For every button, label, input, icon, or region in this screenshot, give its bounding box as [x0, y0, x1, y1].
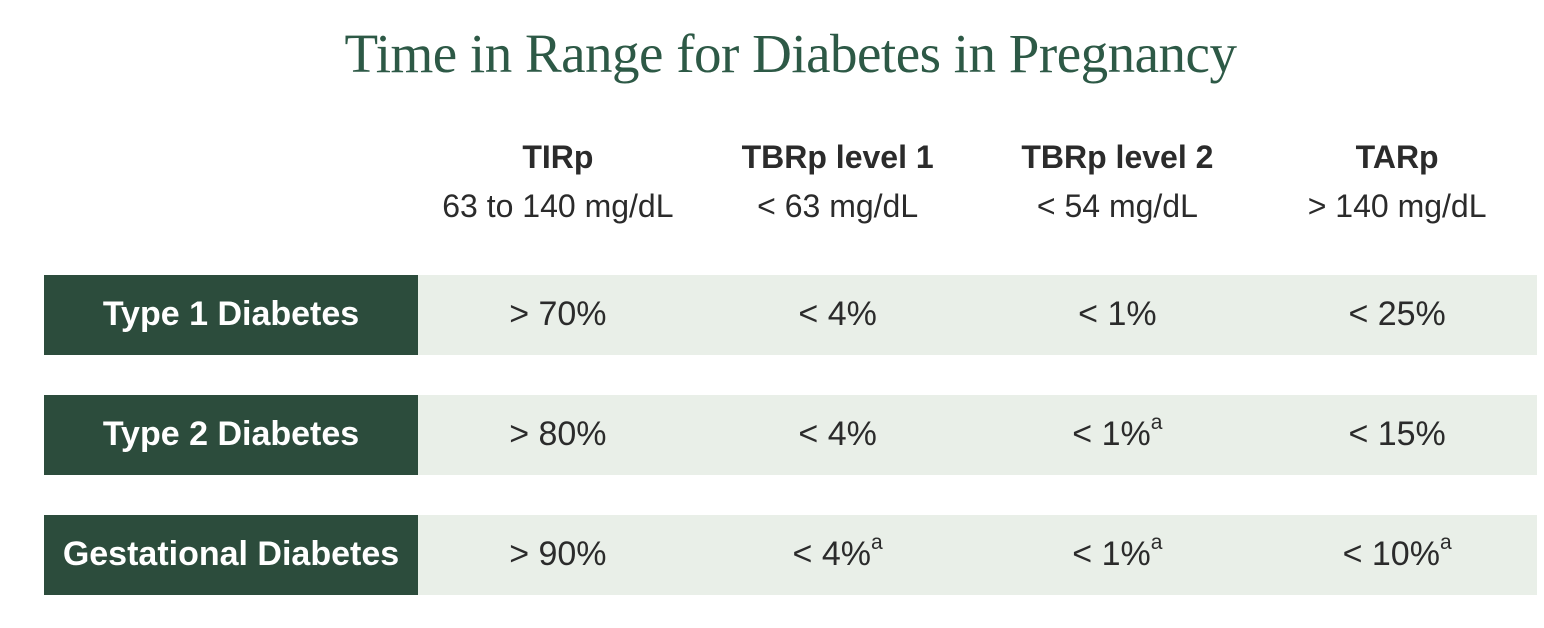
- table-row-type-1-diabetes: Type 1 Diabetes > 70% < 4% < 1% < 25%: [44, 274, 1537, 355]
- cell-value: < 10%: [1342, 535, 1440, 574]
- cell-value: < 25%: [1348, 295, 1446, 334]
- cell-value: < 15%: [1348, 415, 1446, 454]
- column-header-tbrp-level-1: TBRp level 1 < 63 mg/dL: [698, 141, 978, 222]
- column-header-row: TIRp 63 to 140 mg/dL TBRp level 1 < 63 m…: [44, 141, 1537, 222]
- cell-value: < 1%: [1072, 415, 1151, 454]
- cell-value: < 4%: [798, 415, 877, 454]
- column-title: TIRp: [522, 138, 594, 175]
- table-container: Time in Range for Diabetes in Pregnancy …: [44, 0, 1537, 595]
- page-title: Time in Range for Diabetes in Pregnancy: [344, 23, 1237, 84]
- column-range: < 63 mg/dL: [757, 187, 919, 224]
- row-label: Type 2 Diabetes: [44, 394, 418, 475]
- cell-value: < 4%: [798, 295, 877, 334]
- cell-value: > 80%: [509, 415, 607, 454]
- table-cell-tirp: > 90%: [418, 514, 698, 595]
- row-label: Type 1 Diabetes: [44, 274, 418, 355]
- table-row-type-2-diabetes: Type 2 Diabetes > 80% < 4% < 1% a < 15%: [44, 394, 1537, 475]
- table-cell-tirp: > 70%: [418, 274, 698, 355]
- table-cell-tbrp-level-2: < 1% a: [977, 394, 1258, 475]
- column-header-tarp: TARp > 140 mg/dL: [1257, 141, 1537, 222]
- cell-value: < 4%: [792, 535, 871, 574]
- table-cell-tarp: < 15%: [1257, 394, 1537, 475]
- column-range: 63 to 140 mg/dL: [442, 187, 674, 224]
- table-cell-tarp: < 25%: [1257, 274, 1537, 355]
- column-header-tirp: TIRp 63 to 140 mg/dL: [418, 141, 698, 222]
- column-header-tbrp-level-2: TBRp level 2 < 54 mg/dL: [978, 141, 1258, 222]
- cell-value: < 1%: [1072, 535, 1151, 574]
- cell-value: > 70%: [509, 295, 607, 334]
- table-cell-tbrp-level-2: < 1% a: [977, 514, 1258, 595]
- cell-value: > 90%: [509, 535, 607, 574]
- header-spacer: [44, 141, 418, 222]
- cell-value: < 1%: [1078, 295, 1157, 334]
- column-title: TBRp level 1: [741, 138, 934, 175]
- table-row-gestational-diabetes: Gestational Diabetes > 90% < 4% a < 1% a <…: [44, 514, 1537, 595]
- column-range: > 140 mg/dL: [1307, 187, 1487, 224]
- table-cell-tbrp-level-1: < 4%: [697, 394, 978, 475]
- table-cell-tbrp-level-2: < 1%: [977, 274, 1258, 355]
- table-cell-tarp: < 10% a: [1257, 514, 1537, 595]
- column-title: TBRp level 2: [1021, 138, 1214, 175]
- table-cell-tbrp-level-1: < 4%: [697, 274, 978, 355]
- table-cell-tbrp-level-1: < 4% a: [697, 514, 978, 595]
- row-label: Gestational Diabetes: [44, 514, 418, 595]
- column-title: TARp: [1355, 138, 1439, 175]
- column-range: < 54 mg/dL: [1036, 187, 1198, 224]
- table-cell-tirp: > 80%: [418, 394, 698, 475]
